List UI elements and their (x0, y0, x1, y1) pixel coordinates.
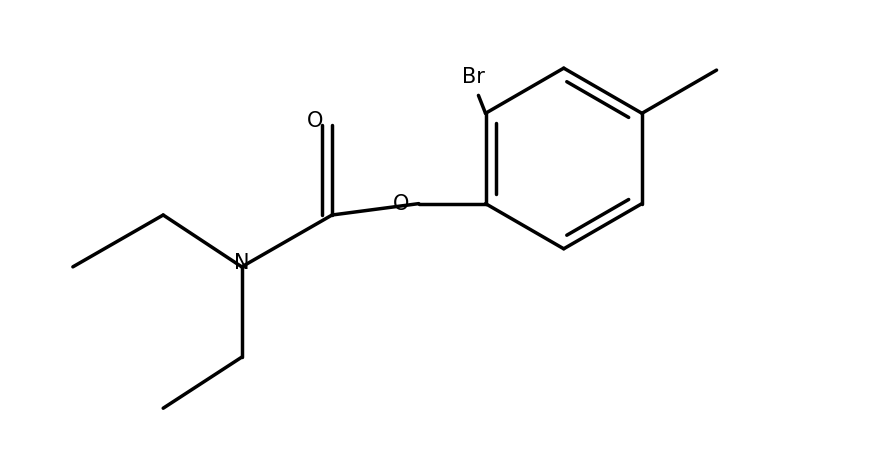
Text: N: N (234, 253, 249, 273)
Text: O: O (307, 111, 323, 131)
Text: Br: Br (462, 67, 485, 87)
Text: O: O (393, 193, 409, 214)
